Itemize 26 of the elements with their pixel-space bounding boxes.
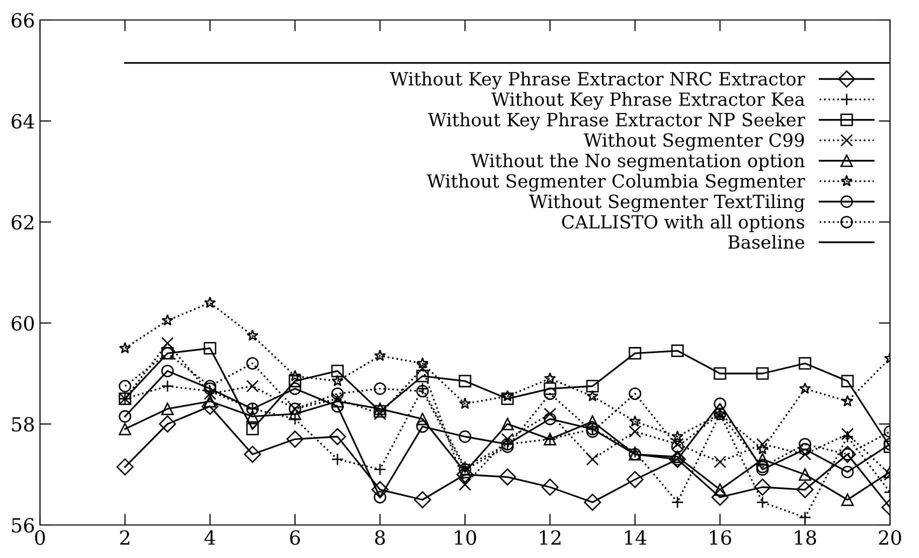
x-tick-label: 0	[35, 530, 45, 545]
y-tick-label: 56	[12, 518, 34, 533]
legend-label: Without the No segmentation option	[470, 153, 805, 172]
legend-label: CALLISTO with all options	[562, 214, 804, 232]
legend-label: Without Segmenter Columbia Segmenter	[426, 174, 806, 192]
x-tick-label: 20	[878, 530, 902, 545]
x-tick-label: 12	[540, 530, 560, 545]
y-tick-label: 66	[12, 12, 34, 28]
legend-label: Without Segmenter TextTiling	[529, 194, 805, 212]
y-tick-label: 60	[12, 316, 34, 331]
legend-label: Without Segmenter C99	[584, 132, 804, 151]
y-tick-label: 64	[12, 114, 34, 129]
legend-label: Baseline	[728, 234, 804, 249]
x-tick-label: 10	[455, 530, 476, 545]
legend-label: Without Key Phrase Extractor NP Seeker	[428, 112, 806, 130]
x-tick-label: 2	[120, 530, 130, 545]
x-tick-label: 6	[290, 530, 300, 545]
y-tick-label: 58	[12, 416, 34, 432]
x-tick-label: 14	[625, 530, 646, 545]
x-tick-label: 8	[375, 530, 385, 545]
x-tick-label: 4	[204, 530, 216, 545]
x-tick-label: 16	[710, 530, 732, 545]
y-tick-label: 62	[12, 214, 34, 230]
legend-label: Without Key Phrase Extractor NRC Extractor	[390, 72, 806, 90]
x-tick-label: 18	[795, 530, 816, 545]
legend-label: Without Key Phrase Extractor Kea	[491, 92, 805, 110]
